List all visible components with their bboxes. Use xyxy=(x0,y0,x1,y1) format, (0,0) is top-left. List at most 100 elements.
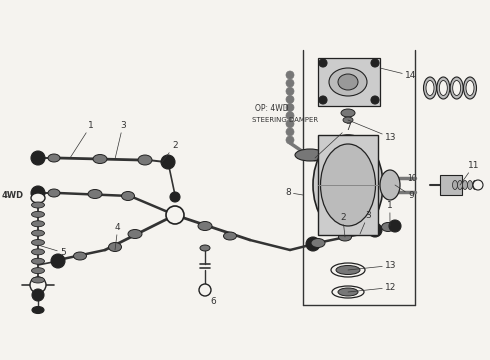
Text: 12: 12 xyxy=(348,283,396,292)
Ellipse shape xyxy=(31,249,45,255)
Ellipse shape xyxy=(440,81,447,95)
Ellipse shape xyxy=(332,286,364,298)
Text: 4: 4 xyxy=(115,223,121,250)
Text: 2: 2 xyxy=(340,213,345,237)
Circle shape xyxy=(30,277,46,293)
Text: 1: 1 xyxy=(70,121,94,158)
Ellipse shape xyxy=(93,154,107,163)
Circle shape xyxy=(286,128,294,136)
Text: OP: 4WD: OP: 4WD xyxy=(255,104,289,113)
Ellipse shape xyxy=(380,170,400,200)
Circle shape xyxy=(473,180,483,190)
Text: 7: 7 xyxy=(315,123,351,158)
Ellipse shape xyxy=(463,180,467,189)
Ellipse shape xyxy=(458,180,463,189)
Ellipse shape xyxy=(338,288,358,296)
Circle shape xyxy=(286,79,294,87)
Ellipse shape xyxy=(338,74,358,90)
Circle shape xyxy=(286,87,294,95)
Text: 14: 14 xyxy=(380,68,416,80)
Ellipse shape xyxy=(138,155,152,165)
Ellipse shape xyxy=(339,233,351,241)
Circle shape xyxy=(286,95,294,103)
Ellipse shape xyxy=(450,77,463,99)
Circle shape xyxy=(199,284,211,296)
Circle shape xyxy=(31,151,45,165)
Text: 1: 1 xyxy=(387,201,393,226)
Ellipse shape xyxy=(336,266,360,274)
Bar xyxy=(318,58,380,106)
Ellipse shape xyxy=(313,135,383,235)
Ellipse shape xyxy=(32,306,44,314)
Circle shape xyxy=(371,96,379,104)
Circle shape xyxy=(318,157,328,167)
Ellipse shape xyxy=(31,277,45,283)
Text: 2: 2 xyxy=(162,141,178,162)
Ellipse shape xyxy=(31,230,45,236)
Text: 10: 10 xyxy=(407,174,416,183)
Circle shape xyxy=(170,192,180,202)
Ellipse shape xyxy=(128,230,142,239)
Ellipse shape xyxy=(31,267,45,274)
Ellipse shape xyxy=(464,77,476,99)
Ellipse shape xyxy=(74,252,87,260)
Text: 6: 6 xyxy=(210,297,216,306)
Circle shape xyxy=(166,206,184,224)
Circle shape xyxy=(286,112,294,120)
Ellipse shape xyxy=(467,180,472,189)
Text: 3: 3 xyxy=(115,121,126,159)
Circle shape xyxy=(286,104,294,112)
Ellipse shape xyxy=(48,189,60,197)
Circle shape xyxy=(368,223,382,237)
Ellipse shape xyxy=(452,180,458,189)
Circle shape xyxy=(306,237,320,251)
Circle shape xyxy=(389,220,401,232)
Ellipse shape xyxy=(200,245,210,251)
Ellipse shape xyxy=(31,239,45,246)
Circle shape xyxy=(32,289,44,301)
Ellipse shape xyxy=(320,144,375,226)
Circle shape xyxy=(31,186,45,200)
Circle shape xyxy=(286,71,294,79)
Ellipse shape xyxy=(31,202,45,208)
Ellipse shape xyxy=(108,243,122,252)
Ellipse shape xyxy=(472,180,477,189)
Ellipse shape xyxy=(311,239,325,248)
Ellipse shape xyxy=(341,109,355,117)
Ellipse shape xyxy=(382,222,394,231)
Ellipse shape xyxy=(453,81,461,95)
Circle shape xyxy=(319,96,327,104)
Ellipse shape xyxy=(437,77,450,99)
Text: 13: 13 xyxy=(348,261,396,270)
Ellipse shape xyxy=(426,81,434,95)
Circle shape xyxy=(161,155,175,169)
Ellipse shape xyxy=(466,81,474,95)
Ellipse shape xyxy=(122,192,134,201)
Text: 3: 3 xyxy=(360,211,371,234)
Ellipse shape xyxy=(295,149,325,161)
Circle shape xyxy=(51,254,65,268)
Text: 4WD: 4WD xyxy=(2,190,24,199)
Ellipse shape xyxy=(331,263,365,277)
Circle shape xyxy=(319,59,327,67)
Text: 11: 11 xyxy=(460,161,480,185)
Text: 13: 13 xyxy=(348,120,396,142)
Ellipse shape xyxy=(31,193,45,203)
Text: STEERING DAMPER: STEERING DAMPER xyxy=(252,117,318,123)
Ellipse shape xyxy=(423,77,437,99)
Bar xyxy=(440,175,462,195)
Ellipse shape xyxy=(31,221,45,227)
Ellipse shape xyxy=(329,68,367,96)
Bar xyxy=(318,135,378,235)
Circle shape xyxy=(371,59,379,67)
Ellipse shape xyxy=(31,258,45,264)
Ellipse shape xyxy=(88,189,102,198)
Circle shape xyxy=(286,120,294,128)
Ellipse shape xyxy=(48,154,60,162)
Text: 5: 5 xyxy=(38,245,66,257)
Ellipse shape xyxy=(198,221,212,230)
Text: 8: 8 xyxy=(285,188,303,197)
Ellipse shape xyxy=(343,117,353,123)
Ellipse shape xyxy=(31,211,45,217)
Ellipse shape xyxy=(223,232,237,240)
